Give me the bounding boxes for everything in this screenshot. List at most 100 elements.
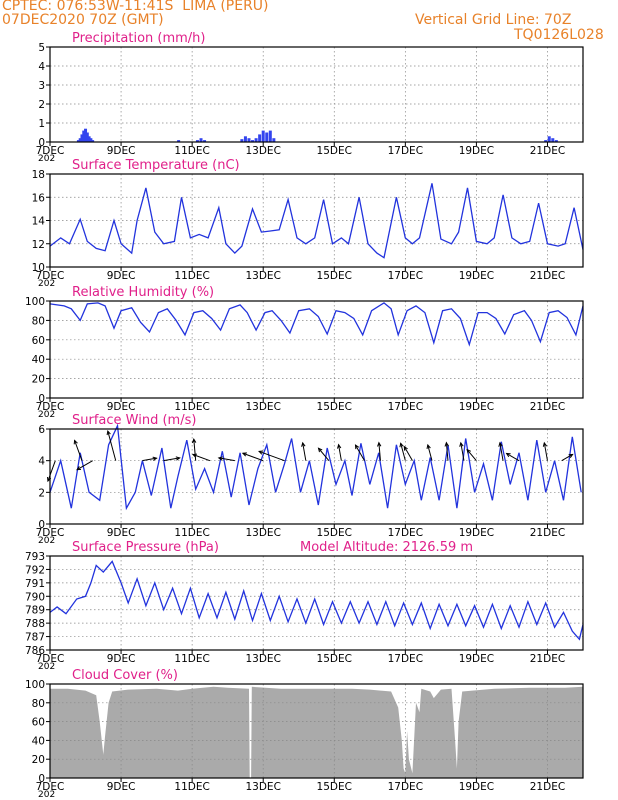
precip-bar [261,130,265,142]
y-tick-label: 14 [32,216,46,228]
x-tick-label: 7DEC [36,527,65,539]
panel-temp: 10 12 14 16 18 7DEC 9DEC 11DEC 13DEC 15DEC 17DEC 19… [32,158,584,289]
wind-arrow [47,460,56,482]
panel-cloud: 0 20 40 60 80 100 7DEC 9DEC 11DEC 13DEC 15DEC 17DEC… [25,668,584,800]
wind-arrowhead [317,447,323,453]
x-tick-label: 13DEC [245,270,280,282]
precip-bar [203,140,207,142]
wind-arrow [76,460,93,471]
x-tick-label: 7DEC [36,270,65,282]
x-tick-label: 11DEC [174,527,209,539]
y-tick-label: 100 [25,296,45,308]
wind-arrow [218,457,235,462]
panel-rh: 0 20 40 60 80 100 7DEC 9DEC 11DEC 13DEC 15DEC 17DEC… [25,285,584,420]
x-tick-label: 19DEC [459,270,494,282]
panel-title: Relative Humidity (%) [72,285,214,300]
y-tick-label: 4 [38,61,45,73]
x-tick-label: 17DEC [388,781,423,793]
wind-arrow [403,446,413,461]
y-tick-label: 40 [32,735,45,747]
x-tick-label: 15DEC [317,527,352,539]
rh-line [49,302,584,347]
precip-bar [84,128,88,142]
x-tick-label: 21DEC [530,401,565,413]
x-tick-label: 7DEC [36,653,65,665]
x-tick-label: 19DEC [459,653,494,665]
x-tick-label: 13DEC [245,653,280,665]
header-coords: 076:53W-11:41S [56,0,174,14]
wind-arrowhead [301,441,306,447]
precip-bar [551,138,555,142]
x-tick-label: 21DEC [530,145,565,157]
x-tick-label: 13DEC [245,781,280,793]
precip-bar [268,130,272,142]
wind-arrowhead [76,466,82,471]
x-tick-label: 19DEC [459,527,494,539]
x-tick-label: 9DEC [107,270,136,282]
x-tick-label: 17DEC [388,145,423,157]
x-tick-label: 15DEC [317,781,352,793]
precip-bar [195,140,199,142]
y-tick-label: 40 [32,354,45,366]
x-tick-label: 11DEC [174,145,209,157]
x-tick-label: 17DEC [388,270,423,282]
y-tick-label: 10 [32,262,45,274]
x-tick-label: 21DEC [530,527,565,539]
y-tick-label: 100 [25,679,45,691]
precip-bar [82,130,86,142]
x-tick-label: 9DEC [107,527,136,539]
wind-arrowhead [73,439,78,445]
wind-arrow [192,454,211,462]
x-tick-label: 17DEC [388,653,423,665]
x-tick-label: 19DEC [459,781,494,793]
precip-bar [554,140,558,142]
wind-arrow [561,453,573,462]
precip-bar [258,134,262,142]
wind-arrowhead [505,452,511,458]
x-tick-label: 9DEC [107,401,136,413]
wind-arrow [163,457,180,462]
precip-bar [76,140,80,142]
wind-arrow [107,430,117,461]
wind-arrow [142,457,157,462]
wind-arrowhead [258,450,264,455]
precip-bar [547,136,551,142]
precip-bar [87,136,91,142]
model-altitude-label: Model Altitude: 2126.59 m [300,540,473,555]
plot-frame [49,555,584,651]
panel-title: Precipitation (mm/h) [72,31,205,46]
y-tick-label: 787 [25,632,45,644]
x-year-label: 202 [38,279,55,289]
x-tick-label: 9DEC [107,653,136,665]
wind-arrowhead [152,456,158,461]
y-tick-label: 6 [38,424,45,436]
y-tick-label: 0 [38,137,45,149]
y-tick-label: 20 [32,374,45,386]
y-tick-label: 792 [25,564,45,576]
precip-bar [544,140,548,142]
precip-bar [91,140,95,142]
y-tick-label: 20 [32,754,45,766]
y-tick-label: 1 [38,118,45,130]
y-tick-label: 18 [32,169,45,181]
precip-bar [243,136,247,142]
header-location: LIMA (PERU) [182,0,269,14]
y-tick-label: 2 [38,99,45,111]
wind-arrowhead [403,445,408,451]
wind-arrowhead [337,443,342,449]
pressure-line [49,560,584,641]
wind-arrow [400,443,406,461]
wind-arrow [427,444,433,461]
y-tick-label: 80 [32,698,45,710]
y-tick-label: 789 [25,605,45,617]
x-year-label: 202 [38,154,55,164]
x-tick-label: 19DEC [459,401,494,413]
x-tick-label: 19DEC [459,145,494,157]
header-source: CPTEC: 076:53W-11:41S LIMA (PERU) [2,0,269,13]
x-tick-label: 13DEC [245,401,280,413]
wind-arrowhead [498,441,503,447]
panel-title: Surface Temperature (nC) [72,158,240,173]
temp-line [49,183,584,259]
wind-line [49,423,582,511]
wind-arrowhead [217,456,223,461]
